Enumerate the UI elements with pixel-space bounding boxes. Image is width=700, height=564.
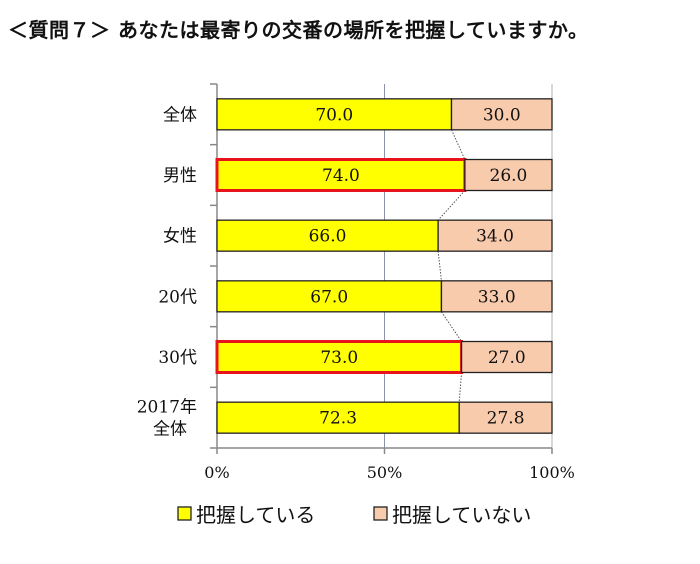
data-label-known: 67.0 (310, 287, 348, 307)
bar-known-1 (215, 158, 467, 192)
data-label-known: 72.3 (319, 409, 357, 429)
bar-unknown-0 (450, 98, 553, 131)
category-label: 20代 (158, 287, 197, 307)
series-line (437, 251, 442, 281)
series-line (458, 372, 463, 403)
data-label-unknown: 33.0 (478, 287, 516, 307)
data-label-known: 66.0 (309, 227, 347, 247)
x-tick-label: 100% (529, 463, 575, 482)
bar-known-3 (216, 280, 443, 313)
chart-title: ＜質問７＞ あなたは最寄りの交番の場所を把握していますか。 (8, 18, 589, 42)
data-label-unknown: 27.0 (488, 348, 526, 368)
series-line (437, 190, 466, 221)
data-label-unknown: 26.0 (490, 166, 528, 186)
data-label-unknown: 27.8 (487, 409, 525, 429)
bar-known-0 (216, 98, 453, 131)
category-label: 全体 (163, 105, 197, 125)
legend-swatch-0 (177, 506, 192, 521)
bar-unknown-5 (458, 401, 553, 434)
category-label: 女性 (163, 227, 197, 247)
legend-label: 把握していない (392, 503, 531, 527)
bar-unknown-3 (440, 280, 553, 313)
data-label-known: 73.0 (320, 348, 358, 368)
category-label: 2017年全体 (137, 398, 197, 440)
x-tick-label: 50% (367, 463, 403, 482)
category-label: 30代 (158, 348, 197, 368)
bar-known-4 (215, 340, 464, 374)
x-tick-label: 0% (204, 463, 229, 482)
category-label: 男性 (163, 166, 197, 186)
bar-unknown-1 (464, 158, 553, 192)
data-label-known: 74.0 (322, 166, 360, 186)
data-label-unknown: 30.0 (483, 105, 521, 125)
data-label-unknown: 34.0 (476, 227, 514, 247)
series-line (441, 311, 462, 342)
bar-unknown-2 (437, 219, 553, 252)
legend-label: 把握している (196, 503, 315, 527)
series-line (451, 129, 466, 160)
legend-swatch-1 (373, 506, 388, 521)
bar-unknown-4 (460, 340, 553, 374)
data-label-known: 70.0 (315, 105, 353, 125)
bar-known-5 (216, 401, 460, 434)
